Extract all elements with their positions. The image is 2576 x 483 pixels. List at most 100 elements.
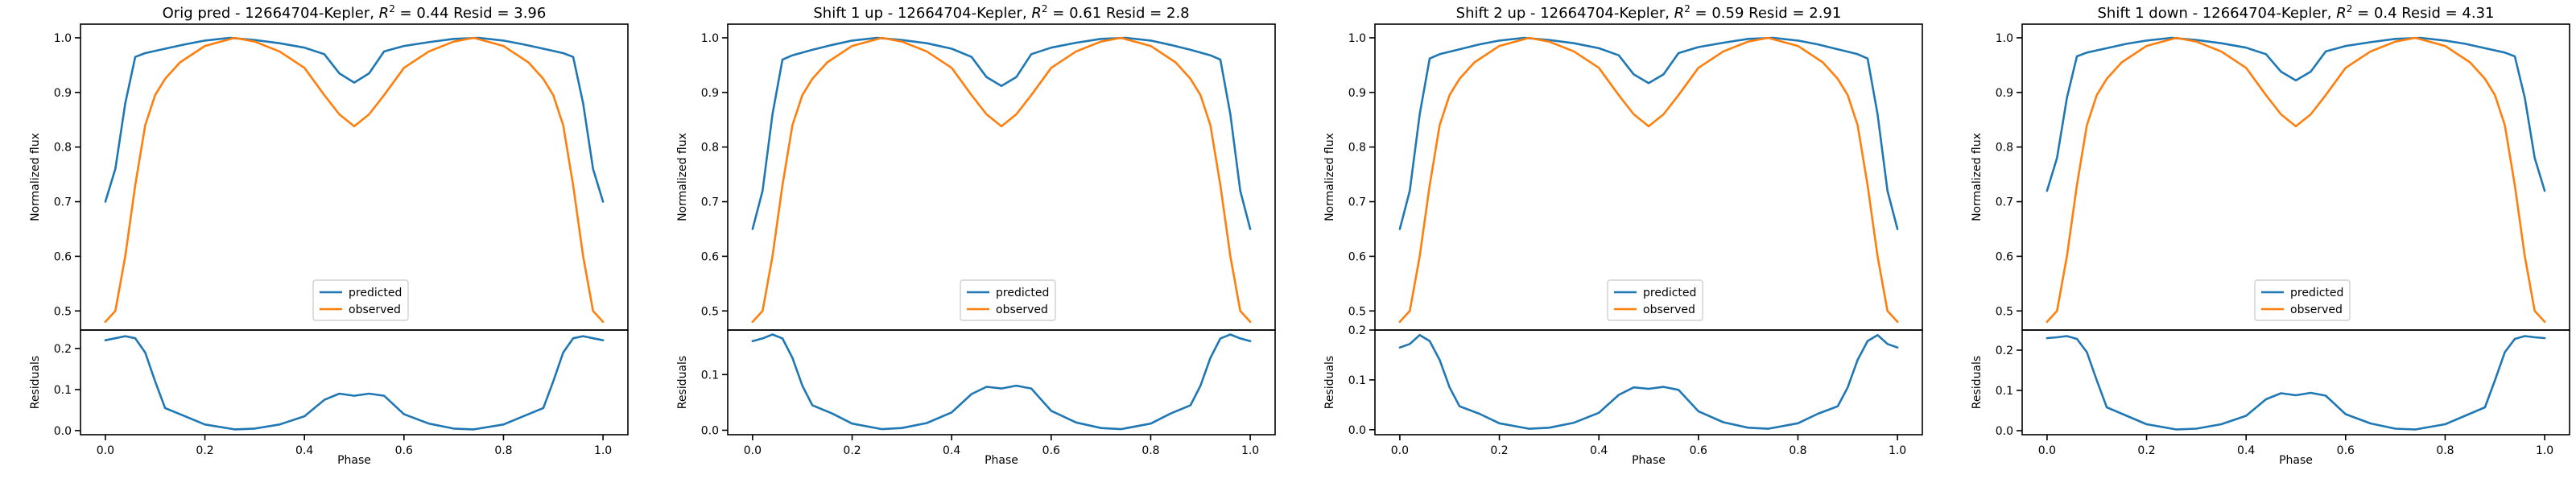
series-line-predicted xyxy=(104,36,605,203)
x-tick-label: 0.8 xyxy=(1141,444,1159,457)
y-tick-label-top: 1.0 xyxy=(1348,32,1366,45)
series-line-residuals xyxy=(751,333,1252,431)
legend-box xyxy=(2254,279,2351,321)
y-tick-label-top: 0.8 xyxy=(701,142,719,155)
legend-label-observed: observed xyxy=(2290,303,2343,316)
x-tick-label: 0.0 xyxy=(744,444,762,457)
chart-title: Shift 1 up - 12664704-Kepler, R2 = 0.61 … xyxy=(813,3,1189,22)
y-axis-label-bottom: Residuals xyxy=(676,356,689,409)
x-tick-label: 0.0 xyxy=(1391,444,1409,457)
y-axis-label-top: Normalized flux xyxy=(1323,133,1336,221)
y-tick-label-top: 0.6 xyxy=(1348,250,1366,263)
legend-label-predicted: predicted xyxy=(1643,287,1696,299)
y-axis-label-top: Normalized flux xyxy=(676,133,689,221)
y-tick-label-top: 0.6 xyxy=(1996,250,2013,263)
y-tick-label-top: 0.9 xyxy=(54,87,72,100)
y-tick-label-top: 0.9 xyxy=(1348,87,1366,100)
series-line-residuals xyxy=(2046,335,2546,431)
y-tick-label-bottom: 0.1 xyxy=(54,384,72,397)
legend-box xyxy=(960,279,1056,321)
y-tick-label-top: 0.8 xyxy=(1996,142,2013,155)
legend-label-observed: observed xyxy=(349,303,401,316)
x-tick-label: 0.2 xyxy=(196,444,213,457)
y-tick-label-top: 0.7 xyxy=(1348,196,1366,209)
legend-box xyxy=(312,279,409,321)
x-tick-label: 1.0 xyxy=(1241,444,1259,457)
y-tick-label-top: 0.5 xyxy=(54,305,72,318)
x-tick-label: 0.8 xyxy=(2436,444,2454,457)
x-axis-label: Phase xyxy=(337,454,371,467)
x-tick-label: 0.4 xyxy=(1590,444,1608,457)
x-tick-label: 0.2 xyxy=(1490,444,1508,457)
y-tick-label-top: 1.0 xyxy=(701,32,719,45)
legend-label-predicted: predicted xyxy=(349,287,402,299)
legend: predicted observed xyxy=(960,279,1056,321)
y-axis-label-top: Normalized flux xyxy=(29,133,42,221)
y-tick-label-top: 0.6 xyxy=(54,250,72,263)
panel-4: Shift 1 down - 12664704-Kepler, R2 = 0.4… xyxy=(1971,3,2570,467)
legend-label-predicted: predicted xyxy=(2290,287,2343,299)
panel-2: Shift 1 up - 12664704-Kepler, R2 = 0.61 … xyxy=(676,3,1276,467)
y-axis-label-top: Normalized flux xyxy=(1971,133,1984,221)
x-tick-label: 0.8 xyxy=(1789,444,1806,457)
series-line-observed xyxy=(1398,36,1899,324)
bottom-axes-frame xyxy=(727,329,1276,436)
x-tick-label: 1.0 xyxy=(2536,444,2553,457)
y-tick-label-top: 0.7 xyxy=(54,196,72,209)
x-tick-label: 1.0 xyxy=(594,444,612,457)
legend: predicted observed xyxy=(2254,279,2351,321)
y-tick-label-top: 0.8 xyxy=(54,142,72,155)
y-tick-label-bottom: 0.0 xyxy=(54,425,72,438)
chart-title: Shift 1 down - 12664704-Kepler, R2 = 0.4… xyxy=(2098,3,2495,22)
series-line-residuals xyxy=(104,335,605,431)
y-tick-label-bottom: 0.1 xyxy=(1348,374,1366,387)
legend-label-observed: observed xyxy=(996,303,1048,316)
legend-box xyxy=(1607,279,1703,321)
x-tick-label: 0.6 xyxy=(1690,444,1707,457)
x-tick-label: 0.0 xyxy=(2038,444,2056,457)
y-tick-label-bottom: 0.0 xyxy=(1996,425,2013,438)
y-tick-label-bottom: 0.2 xyxy=(54,343,72,356)
y-tick-label-bottom: 0.2 xyxy=(1348,324,1366,337)
legend-label-predicted: predicted xyxy=(996,287,1049,299)
x-tick-label: 0.2 xyxy=(843,444,861,457)
series-line-predicted xyxy=(1398,36,1899,230)
y-axis-label-bottom: Residuals xyxy=(1323,356,1336,409)
x-tick-label: 1.0 xyxy=(1889,444,1906,457)
y-tick-label-top: 1.0 xyxy=(54,32,72,45)
panel-1: Orig pred - 12664704-Kepler, R2 = 0.44 R… xyxy=(29,3,629,467)
y-tick-label-top: 0.5 xyxy=(1996,305,2013,318)
y-tick-label-top: 0.5 xyxy=(1348,305,1366,318)
x-axis-label: Phase xyxy=(1632,454,1666,467)
y-tick-label-bottom: 0.1 xyxy=(1996,385,2013,398)
x-tick-label: 0.4 xyxy=(295,444,313,457)
y-tick-label-top: 1.0 xyxy=(1996,32,2013,45)
legend-label-observed: observed xyxy=(1643,303,1695,316)
chart-title: Shift 2 up - 12664704-Kepler, R2 = 0.59 … xyxy=(1456,3,1842,22)
y-axis-label-bottom: Residuals xyxy=(29,356,42,409)
panel-3: Shift 2 up - 12664704-Kepler, R2 = 0.59 … xyxy=(1323,3,1923,467)
x-tick-label: 0.0 xyxy=(97,444,114,457)
y-tick-label-top: 0.7 xyxy=(1996,196,2013,209)
bottom-axes-frame xyxy=(1374,329,1923,436)
y-tick-label-top: 0.7 xyxy=(701,196,719,209)
chart-title: Orig pred - 12664704-Kepler, R2 = 0.44 R… xyxy=(163,3,547,22)
y-tick-label-top: 0.8 xyxy=(1348,142,1366,155)
y-tick-label-bottom: 0.0 xyxy=(701,424,719,437)
bottom-axes-frame xyxy=(80,329,629,436)
x-tick-label: 0.8 xyxy=(494,444,512,457)
y-tick-label-bottom: 0.0 xyxy=(1348,424,1366,437)
y-tick-label-top: 0.9 xyxy=(1996,87,2013,100)
series-line-residuals xyxy=(1398,333,1899,430)
x-tick-label: 0.6 xyxy=(1042,444,1060,457)
y-tick-label-top: 0.9 xyxy=(701,87,719,100)
x-tick-label: 0.6 xyxy=(2337,444,2355,457)
y-tick-label-top: 0.6 xyxy=(701,250,719,263)
series-line-predicted xyxy=(751,36,1252,230)
series-line-observed xyxy=(2046,36,2546,324)
y-tick-label-bottom: 0.2 xyxy=(1996,345,2013,357)
series-line-predicted xyxy=(2046,36,2546,192)
x-tick-label: 0.2 xyxy=(2137,444,2155,457)
x-tick-label: 0.4 xyxy=(943,444,960,457)
x-axis-label: Phase xyxy=(985,454,1018,467)
